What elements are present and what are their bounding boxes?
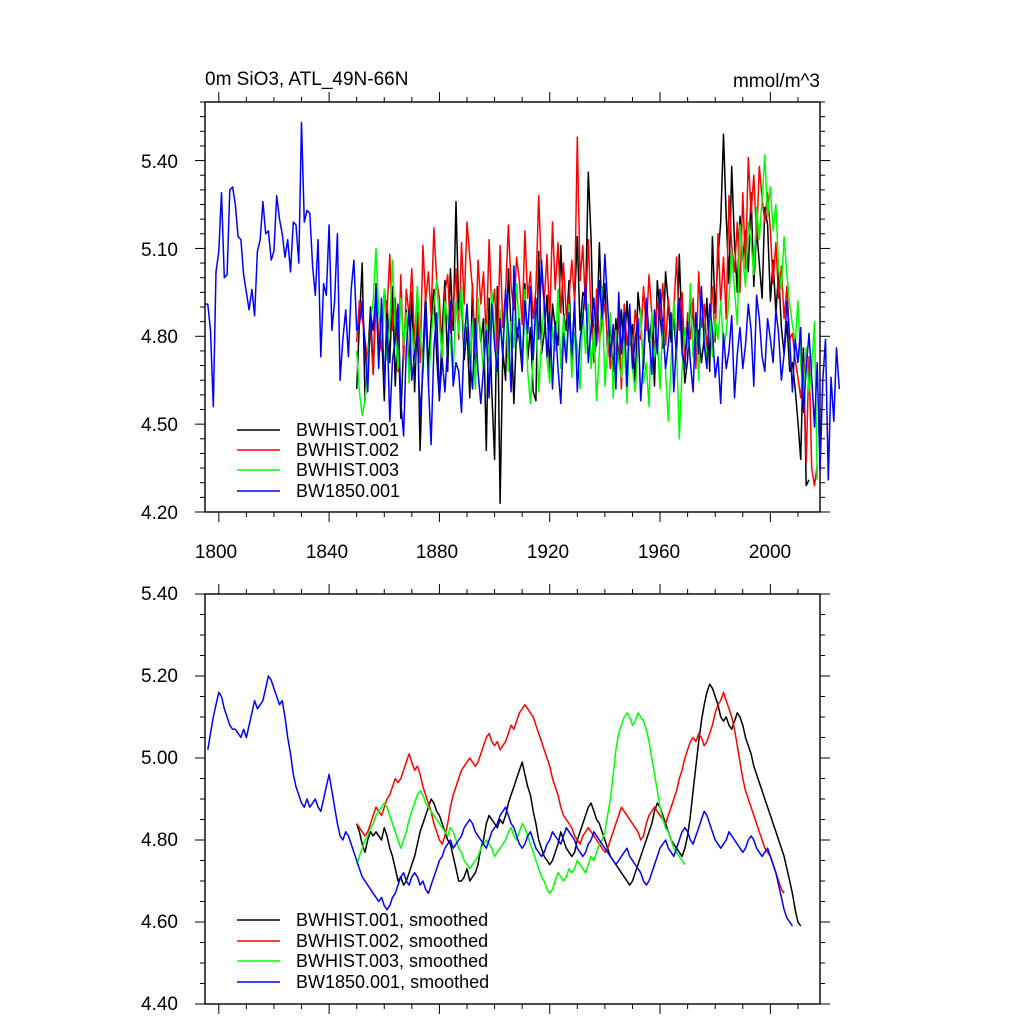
x-tick-label: 1840 bbox=[306, 542, 348, 563]
y-tick-label: 5.10 bbox=[141, 240, 178, 261]
legend-label-bw1850-001-smoothed: BW1850.001, smoothed bbox=[296, 972, 489, 992]
series-line-bwhist-001 bbox=[355, 133, 810, 504]
y-tick-label: 4.60 bbox=[141, 912, 178, 933]
y-tick-label: 4.80 bbox=[141, 327, 178, 348]
series-line-bwhist-001-smoothed bbox=[355, 683, 802, 927]
legend-label-bwhist-001-smoothed: BWHIST.001, smoothed bbox=[296, 910, 488, 930]
bottom-y-tick-labels: 4.40 4.60 4.80 5.00 5.20 5.40 bbox=[141, 584, 178, 1015]
top-ticks-group bbox=[195, 92, 830, 522]
x-tick-label: 1880 bbox=[416, 542, 458, 563]
top-panel-raw: 0m SiO3, ATL_49N-66N mmol/m^3 5.40 5.10 … bbox=[141, 69, 841, 563]
series-line-bwhist-002 bbox=[355, 136, 818, 487]
bottom-legend: BWHIST.001, smoothed BWHIST.002, smoothe… bbox=[237, 910, 489, 992]
legend-label-bwhist-002-smoothed: BWHIST.002, smoothed bbox=[296, 931, 488, 951]
x-tick-label: 2000 bbox=[749, 542, 791, 563]
series-line-bw1850-001 bbox=[205, 121, 841, 481]
chart-title: 0m SiO3, ATL_49N-66N bbox=[205, 69, 408, 90]
series-line-bw1850-001-smoothed bbox=[207, 675, 794, 927]
legend-label-bwhist-001: BWHIST.001 bbox=[296, 420, 399, 440]
y-tick-label: 5.40 bbox=[141, 584, 178, 605]
series-line-bwhist-003-smoothed bbox=[355, 712, 686, 895]
top-y-tick-labels: 5.40 5.10 4.80 4.50 4.20 bbox=[141, 152, 178, 524]
bottom-ticks-group bbox=[195, 584, 830, 1014]
legend-label-bwhist-002: BWHIST.002 bbox=[296, 440, 399, 460]
legend-label-bw1850-001: BW1850.001 bbox=[296, 481, 400, 501]
y-tick-label: 5.00 bbox=[141, 748, 178, 769]
top-series-group bbox=[205, 121, 841, 504]
x-tick-label: 1800 bbox=[195, 542, 237, 563]
y-tick-label: 5.20 bbox=[141, 666, 178, 687]
series-line-bwhist-002-smoothed bbox=[356, 691, 785, 894]
y-tick-label: 4.50 bbox=[141, 415, 178, 436]
units-label: mmol/m^3 bbox=[733, 71, 820, 92]
y-tick-label: 4.40 bbox=[141, 994, 178, 1015]
x-tick-label: 1960 bbox=[638, 542, 680, 563]
x-tick-label: 1920 bbox=[527, 542, 569, 563]
top-legend: BWHIST.001 BWHIST.002 BWHIST.003 BW1850.… bbox=[237, 420, 400, 501]
y-tick-label: 4.80 bbox=[141, 830, 178, 851]
y-tick-label: 5.40 bbox=[141, 152, 178, 173]
legend-label-bwhist-003-smoothed: BWHIST.003, smoothed bbox=[296, 951, 488, 971]
top-x-tick-labels: 1800 1840 1880 1920 1960 2000 bbox=[195, 542, 791, 563]
y-tick-label: 4.20 bbox=[141, 503, 178, 524]
bottom-series-group bbox=[207, 675, 802, 927]
bottom-panel-smoothed: 4.40 4.60 4.80 5.00 5.20 5.40 BWHIST.001… bbox=[141, 584, 830, 1015]
legend-label-bwhist-003: BWHIST.003 bbox=[296, 460, 399, 480]
